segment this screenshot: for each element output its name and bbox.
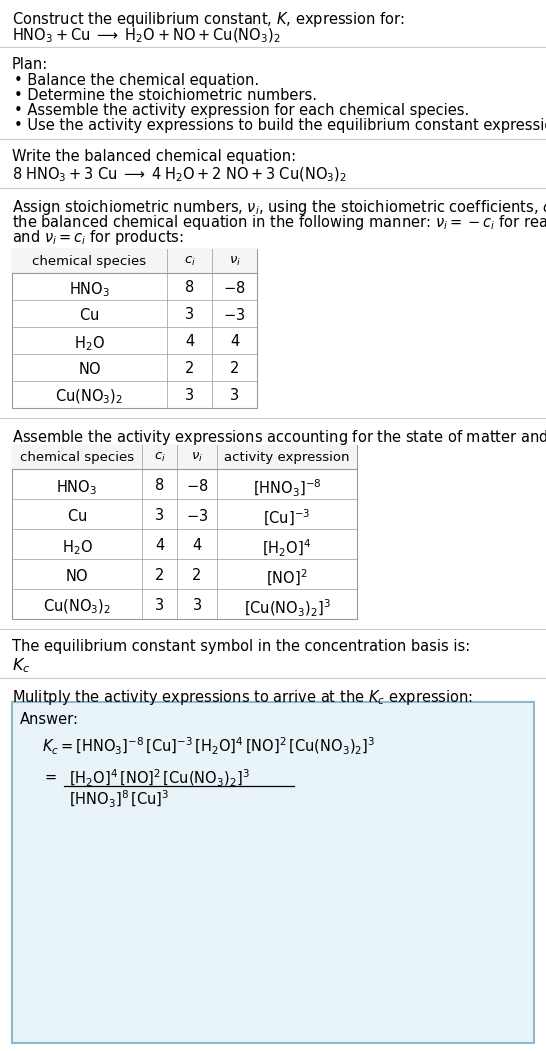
Text: • Determine the stoichiometric numbers.: • Determine the stoichiometric numbers. (14, 88, 317, 103)
Text: $\nu_i$: $\nu_i$ (191, 451, 203, 465)
Text: $\mathrm{Cu(NO_3)_2}$: $\mathrm{Cu(NO_3)_2}$ (56, 388, 123, 407)
Text: Assemble the activity expressions accounting for the state of matter and $\nu_i$: Assemble the activity expressions accoun… (12, 428, 546, 447)
Text: $[\mathrm{NO}]^{2}$: $[\mathrm{NO}]^{2}$ (266, 568, 308, 589)
Bar (12, 702, 534, 1043)
Text: the balanced chemical equation in the following manner: $\nu_i = -c_i$ for react: the balanced chemical equation in the fo… (12, 213, 546, 232)
Text: Construct the equilibrium constant, $K$, expression for:: Construct the equilibrium constant, $K$,… (12, 11, 405, 29)
Text: $[\mathrm{H_2O}]^{4}\,[\mathrm{NO}]^{2}\,[\mathrm{Cu(NO_3)_2}]^{3}$: $[\mathrm{H_2O}]^{4}\,[\mathrm{NO}]^{2}\… (69, 768, 250, 789)
Text: $c_i$: $c_i$ (153, 451, 165, 465)
Text: $K_c = [\mathrm{HNO_3}]^{-8}\,[\mathrm{Cu}]^{-3}\,[\mathrm{H_2O}]^{4}\,[\mathrm{: $K_c = [\mathrm{HNO_3}]^{-8}\,[\mathrm{C… (42, 736, 375, 757)
Text: chemical species: chemical species (20, 451, 134, 463)
Text: $\mathrm{H_2O}$: $\mathrm{H_2O}$ (74, 334, 105, 353)
Text: $[\mathrm{Cu}]^{-3}$: $[\mathrm{Cu}]^{-3}$ (263, 508, 311, 528)
Text: The equilibrium constant symbol in the concentration basis is:: The equilibrium constant symbol in the c… (12, 639, 470, 654)
Text: $\mathrm{HNO_3}$: $\mathrm{HNO_3}$ (69, 280, 110, 298)
Text: $\mathrm{Cu(NO_3)_2}$: $\mathrm{Cu(NO_3)_2}$ (43, 598, 111, 616)
Text: $\mathrm{Cu}$: $\mathrm{Cu}$ (67, 508, 87, 524)
Text: • Use the activity expressions to build the equilibrium constant expression.: • Use the activity expressions to build … (14, 118, 546, 133)
Text: $[\mathrm{H_2O}]^{4}$: $[\mathrm{H_2O}]^{4}$ (263, 538, 312, 559)
Text: $\mathrm{HNO_3 + Cu \;\longrightarrow\; H_2O + NO + Cu(NO_3)_2}$: $\mathrm{HNO_3 + Cu \;\longrightarrow\; … (12, 27, 281, 45)
Text: $[\mathrm{Cu(NO_3)_2}]^{3}$: $[\mathrm{Cu(NO_3)_2}]^{3}$ (244, 598, 330, 619)
Bar (12, 249, 257, 408)
Bar (12, 445, 357, 619)
Text: $[\mathrm{HNO_3}]^{8}\,[\mathrm{Cu}]^{3}$: $[\mathrm{HNO_3}]^{8}\,[\mathrm{Cu}]^{3}… (69, 789, 169, 810)
Text: $-3$: $-3$ (223, 307, 246, 323)
Text: 4: 4 (230, 334, 239, 349)
Text: $\mathrm{NO}$: $\mathrm{NO}$ (78, 360, 102, 377)
Text: 2: 2 (192, 568, 201, 583)
Text: Write the balanced chemical equation:: Write the balanced chemical equation: (12, 149, 296, 164)
Text: $\mathrm{Cu}$: $\mathrm{Cu}$ (79, 307, 99, 323)
Text: 4: 4 (155, 538, 164, 553)
Text: 3: 3 (185, 307, 194, 322)
Text: • Assemble the activity expression for each chemical species.: • Assemble the activity expression for e… (14, 103, 469, 118)
Text: 2: 2 (185, 360, 194, 376)
Text: $-8$: $-8$ (223, 280, 246, 296)
Text: 2: 2 (230, 360, 239, 376)
Text: $\mathrm{8\;HNO_3 + 3\;Cu \;\longrightarrow\; 4\;H_2O + 2\;NO + 3\;Cu(NO_3)_2}$: $\mathrm{8\;HNO_3 + 3\;Cu \;\longrightar… (12, 166, 347, 184)
Text: 4: 4 (192, 538, 201, 553)
Text: 3: 3 (230, 388, 239, 403)
Text: $-8$: $-8$ (186, 478, 208, 494)
Bar (12, 445, 357, 469)
Text: $c_i$: $c_i$ (183, 255, 195, 268)
Text: $\mathrm{HNO_3}$: $\mathrm{HNO_3}$ (56, 478, 98, 497)
Text: $\nu_i$: $\nu_i$ (229, 255, 240, 268)
Text: 3: 3 (192, 598, 201, 613)
Text: chemical species: chemical species (32, 255, 146, 268)
Text: 8: 8 (185, 280, 194, 295)
Text: • Balance the chemical equation.: • Balance the chemical equation. (14, 73, 259, 88)
Text: 8: 8 (155, 478, 164, 493)
Text: Answer:: Answer: (20, 712, 79, 727)
Text: 3: 3 (155, 598, 164, 613)
Text: 3: 3 (185, 388, 194, 403)
Text: $K_c$: $K_c$ (12, 656, 31, 675)
Text: 4: 4 (185, 334, 194, 349)
Bar (12, 249, 257, 273)
Text: $\mathrm{H_2O}$: $\mathrm{H_2O}$ (62, 538, 92, 557)
Text: Assign stoichiometric numbers, $\nu_i$, using the stoichiometric coefficients, $: Assign stoichiometric numbers, $\nu_i$, … (12, 198, 546, 217)
Text: $=$: $=$ (42, 768, 57, 783)
Text: Plan:: Plan: (12, 57, 48, 73)
Text: and $\nu_i = c_i$ for products:: and $\nu_i = c_i$ for products: (12, 228, 184, 247)
Text: 3: 3 (155, 508, 164, 523)
Text: activity expression: activity expression (224, 451, 350, 463)
Text: 2: 2 (155, 568, 164, 583)
Text: $-3$: $-3$ (186, 508, 208, 524)
Text: Mulitply the activity expressions to arrive at the $K_c$ expression:: Mulitply the activity expressions to arr… (12, 688, 473, 707)
Text: $\mathrm{NO}$: $\mathrm{NO}$ (65, 568, 89, 584)
Text: $[\mathrm{HNO_3}]^{-8}$: $[\mathrm{HNO_3}]^{-8}$ (253, 478, 321, 499)
